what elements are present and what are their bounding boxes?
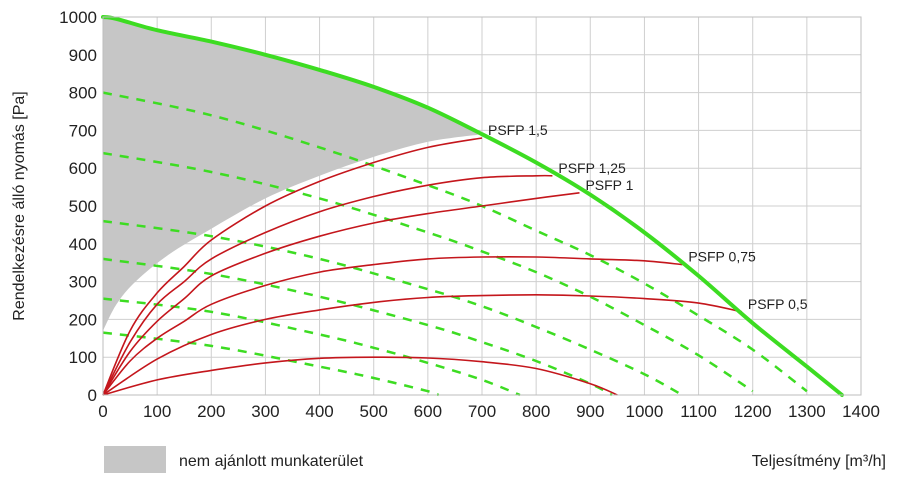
x-tick-label: 300 bbox=[251, 402, 279, 421]
fan-curve-dashed bbox=[102, 297, 521, 397]
y-tick-label: 900 bbox=[69, 46, 97, 65]
x-tick-label: 1000 bbox=[626, 402, 664, 421]
x-axis-ticks: 0 100 200 300 400 500 600 700 800 900 1000 1100 1200… bbox=[98, 402, 880, 421]
psfp-label: PSFP 1,25 bbox=[558, 160, 626, 176]
psfp-curve bbox=[102, 255, 683, 396]
y-tick-label: 1000 bbox=[59, 8, 97, 27]
psfp-label: PSFP 0,5 bbox=[748, 296, 808, 312]
y-tick-label: 200 bbox=[69, 310, 97, 329]
x-tick-label: 1200 bbox=[734, 402, 772, 421]
fan-curves-dashed bbox=[102, 91, 808, 397]
fan-curve-dashed bbox=[102, 151, 754, 393]
y-axis-ticks: 0 100 200 300 400 500 600 700 800 900 1000 bbox=[59, 8, 97, 405]
y-tick-label: 400 bbox=[69, 235, 97, 254]
x-tick-label: 400 bbox=[305, 402, 333, 421]
grid bbox=[102, 16, 862, 396]
x-tick-label: 600 bbox=[414, 402, 442, 421]
fan-curve-dashed bbox=[102, 257, 613, 397]
y-tick-label: 100 bbox=[69, 348, 97, 367]
x-tick-label: 500 bbox=[360, 402, 388, 421]
x-tick-label: 700 bbox=[468, 402, 496, 421]
max-performance-curve bbox=[101, 15, 844, 397]
x-tick-label: 1100 bbox=[680, 402, 717, 421]
shaded-area bbox=[103, 17, 482, 331]
y-tick-label: 800 bbox=[69, 84, 97, 103]
psfp-curve bbox=[102, 137, 483, 396]
psfp-curves bbox=[102, 137, 743, 396]
y-tick-label: 600 bbox=[69, 159, 97, 178]
psfp-label: PSFP 0,75 bbox=[688, 249, 756, 265]
psfp-curve bbox=[102, 192, 580, 396]
x-tick-label: 900 bbox=[576, 402, 604, 421]
fan-curve-dashed bbox=[102, 91, 808, 393]
max-curve-line bbox=[101, 15, 844, 397]
psfp-curve bbox=[102, 293, 743, 396]
y-tick-label: 0 bbox=[88, 386, 97, 405]
y-tick-label: 500 bbox=[69, 197, 97, 216]
x-tick-label: 800 bbox=[522, 402, 550, 421]
plot-frame bbox=[102, 16, 862, 396]
x-tick-label: 1400 bbox=[842, 402, 880, 421]
x-axis-title: Teljesítmény [m³/h] bbox=[752, 453, 886, 470]
fan-curve-dashed bbox=[102, 331, 440, 397]
x-tick-label: 200 bbox=[197, 402, 225, 421]
psfp-curve bbox=[102, 174, 553, 396]
x-tick-label: 1300 bbox=[788, 402, 826, 421]
y-tick-label: 700 bbox=[69, 121, 97, 140]
psfp-label: PSFP 1 bbox=[585, 177, 633, 193]
not-recommended-area bbox=[103, 17, 482, 331]
y-axis-title: Rendelkezésre álló nyomás [Pa] bbox=[11, 91, 28, 320]
x-tick-label: 100 bbox=[143, 402, 171, 421]
x-tick-label: 0 bbox=[98, 402, 107, 421]
psfp-curve bbox=[102, 356, 618, 396]
y-tick-label: 300 bbox=[69, 273, 97, 292]
legend-area-label: nem ajánlott munkaterület bbox=[179, 453, 364, 470]
legend-swatch bbox=[104, 446, 166, 473]
psfp-label: PSFP 1,5 bbox=[488, 122, 548, 138]
